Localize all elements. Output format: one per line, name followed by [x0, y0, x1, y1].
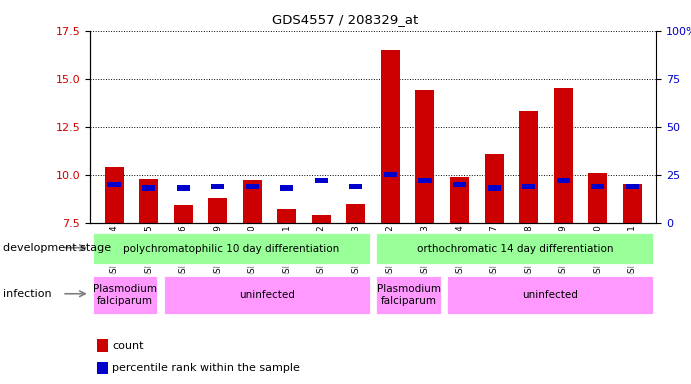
Text: polychromatophilic 10 day differentiation: polychromatophilic 10 day differentiatio…	[124, 243, 339, 254]
Text: orthochromatic 14 day differentiation: orthochromatic 14 day differentiation	[417, 243, 613, 254]
Bar	[519, 111, 538, 223]
Bar	[418, 178, 431, 183]
Bar	[349, 184, 362, 189]
Text: development stage: development stage	[3, 243, 111, 253]
FancyBboxPatch shape	[375, 275, 442, 314]
Bar	[277, 209, 296, 223]
Bar	[625, 184, 638, 189]
Text: percentile rank within the sample: percentile rank within the sample	[112, 363, 300, 373]
Bar	[245, 184, 258, 189]
Bar	[211, 184, 224, 189]
Bar	[415, 90, 435, 223]
Bar	[177, 185, 189, 191]
Bar	[280, 185, 293, 191]
Bar	[381, 50, 400, 223]
FancyBboxPatch shape	[446, 275, 654, 314]
Bar	[312, 215, 331, 223]
Bar	[591, 184, 604, 189]
Bar	[173, 205, 193, 223]
Bar	[139, 179, 158, 223]
Bar	[556, 178, 569, 183]
Text: Plasmodium
falciparum: Plasmodium falciparum	[93, 284, 158, 306]
Text: count: count	[112, 341, 144, 351]
Bar	[487, 185, 500, 191]
Bar	[314, 178, 328, 183]
Bar	[384, 172, 397, 177]
Text: uninfected: uninfected	[522, 290, 578, 300]
FancyBboxPatch shape	[163, 275, 371, 314]
FancyBboxPatch shape	[92, 275, 158, 314]
Bar	[453, 182, 466, 187]
Bar	[208, 198, 227, 223]
Text: infection: infection	[3, 289, 52, 299]
Bar	[484, 154, 504, 223]
FancyBboxPatch shape	[375, 232, 654, 265]
Bar	[553, 88, 573, 223]
Text: uninfected: uninfected	[239, 290, 295, 300]
FancyBboxPatch shape	[92, 232, 371, 265]
Bar	[142, 185, 155, 191]
Bar	[104, 167, 124, 223]
Bar	[346, 204, 366, 223]
Bar	[243, 180, 262, 223]
Text: Plasmodium
falciparum: Plasmodium falciparum	[377, 284, 441, 306]
Bar	[450, 177, 469, 223]
Bar	[623, 184, 642, 223]
Text: GDS4557 / 208329_at: GDS4557 / 208329_at	[272, 13, 419, 26]
Bar	[107, 182, 120, 187]
Bar	[588, 173, 607, 223]
Bar	[522, 184, 535, 189]
